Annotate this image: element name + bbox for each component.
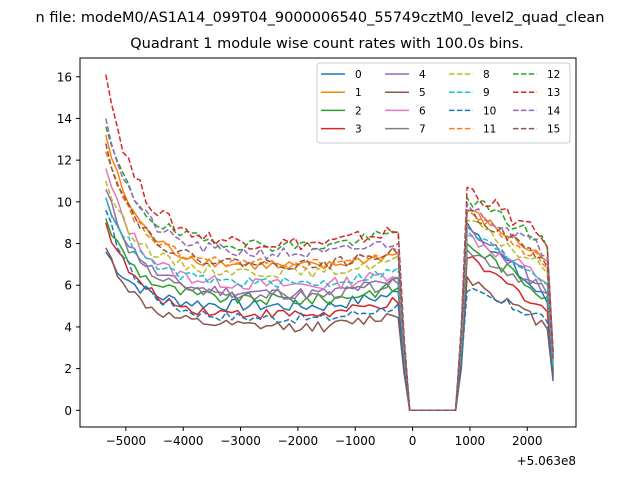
y-tick-label: 10 <box>57 195 72 209</box>
legend-label-15: 15 <box>547 124 560 136</box>
legend-label-14: 14 <box>547 105 561 117</box>
legend-label-5: 5 <box>419 87 426 99</box>
series-line-3 <box>105 222 554 412</box>
x-tick-label: 0 <box>409 434 417 448</box>
plot-area <box>79 57 577 428</box>
legend-box <box>316 62 571 144</box>
legend-label-3: 3 <box>355 124 362 136</box>
y-tick-label: 14 <box>57 112 72 126</box>
legend-label-13: 13 <box>547 87 560 99</box>
legend-label-4: 4 <box>419 69 426 81</box>
x-tick-label: −2000 <box>278 434 319 448</box>
y-tick-label: 4 <box>64 320 72 334</box>
series-line-5 <box>105 247 554 412</box>
legend-label-11: 11 <box>483 124 496 136</box>
y-tick-label: 16 <box>57 70 72 84</box>
series-line-12 <box>105 126 554 412</box>
legend-label-12: 12 <box>547 69 560 81</box>
legend-label-0: 0 <box>355 69 362 81</box>
y-tick-label: 0 <box>64 404 72 418</box>
legend-label-10: 10 <box>483 105 496 117</box>
x-tick-label: −5000 <box>106 434 147 448</box>
legend-label-6: 6 <box>419 105 426 117</box>
series-line-8 <box>105 180 554 412</box>
x-tick-label: −1000 <box>335 434 376 448</box>
x-tick-label: 1000 <box>455 434 486 448</box>
chart-title: Quadrant 1 module wise count rates with … <box>130 36 524 52</box>
y-axis: 0 2 4 6 8 10 12 14 16 <box>57 70 80 418</box>
x-tick-label: 2000 <box>512 434 543 448</box>
series-line-6 <box>105 168 554 412</box>
legend-label-9: 9 <box>483 87 490 99</box>
x-tick-label: −3000 <box>220 434 261 448</box>
y-tick-label: 12 <box>57 154 72 168</box>
series-line-15 <box>105 143 554 412</box>
series-line-9 <box>105 197 554 412</box>
legend-label-2: 2 <box>355 105 362 117</box>
y-tick-label: 2 <box>64 362 72 376</box>
figure-suptitle: n file: modeM0/AS1A14_099T04_9000006540_… <box>36 10 605 26</box>
series-lines <box>105 74 554 412</box>
y-tick-label: 8 <box>64 237 72 251</box>
legend-label-1: 1 <box>355 87 362 99</box>
x-tick-label: −4000 <box>163 434 204 448</box>
series-line-14 <box>105 118 554 412</box>
x-axis: −5000 −4000 −3000 −2000 −1000 0 1000 2000 <box>106 427 543 448</box>
y-tick-label: 6 <box>64 279 72 293</box>
series-line-13 <box>105 74 554 412</box>
legend-label-7: 7 <box>419 124 426 136</box>
x-axis-offset-label: +5.063e8 <box>517 454 576 468</box>
axes-frame <box>79 57 577 428</box>
legend-label-8: 8 <box>483 69 490 81</box>
series-line-10 <box>105 209 554 412</box>
series-line-7 <box>105 197 554 412</box>
